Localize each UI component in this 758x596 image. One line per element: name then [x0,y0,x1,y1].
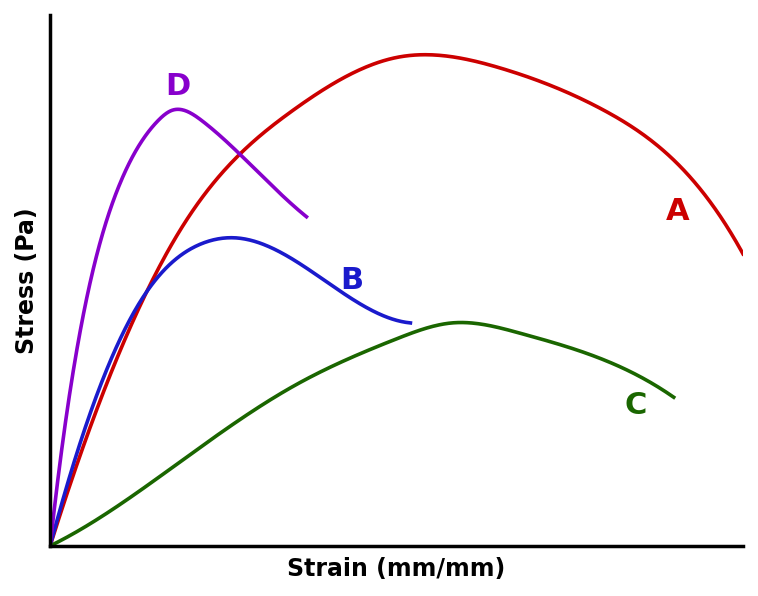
Text: B: B [340,266,363,295]
Text: A: A [666,197,689,226]
Text: C: C [625,391,647,420]
Y-axis label: Stress (Pa): Stress (Pa) [15,207,39,354]
X-axis label: Strain (mm/mm): Strain (mm/mm) [287,557,506,581]
Text: D: D [166,72,191,101]
